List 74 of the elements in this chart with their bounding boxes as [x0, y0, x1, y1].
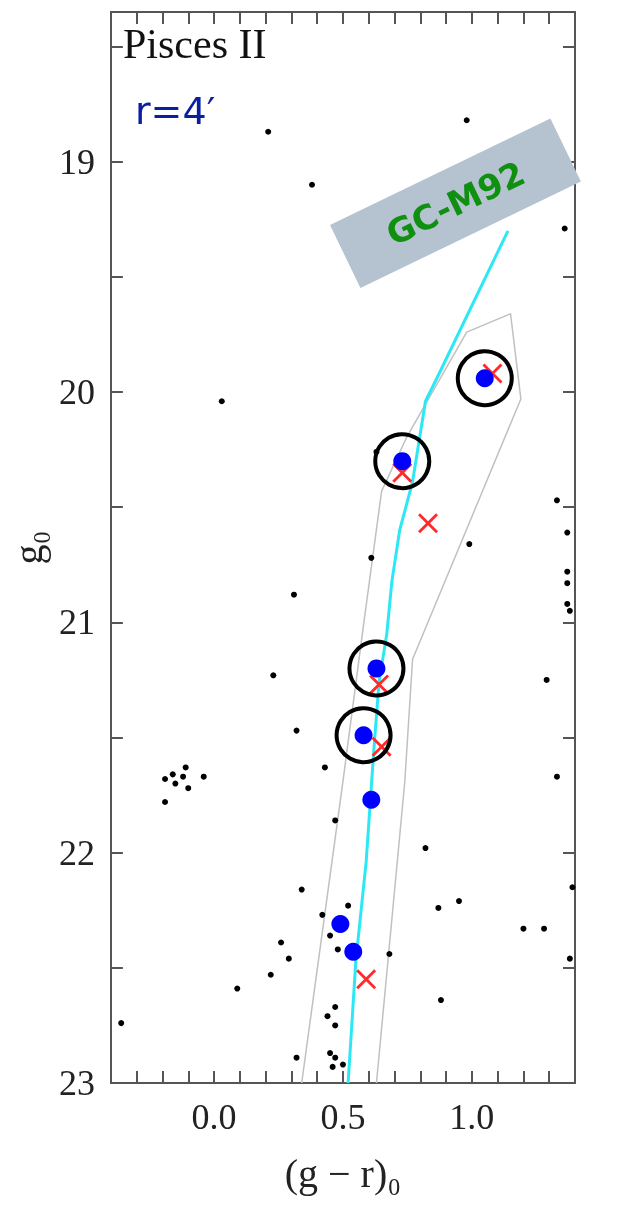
point [169, 771, 176, 778]
line-series [300, 312, 522, 1084]
point [466, 541, 473, 548]
point [332, 817, 339, 824]
point [520, 925, 527, 932]
point [332, 1054, 339, 1061]
point [182, 764, 189, 771]
y-tick-label: 19 [58, 141, 95, 182]
x-tick-label: 0.0 [191, 1097, 237, 1137]
y-tick-label: 20 [58, 372, 95, 413]
point [344, 942, 363, 961]
chart-title: Pisces II [123, 21, 267, 67]
y-axis-title: g₀ [5, 530, 51, 565]
point [327, 932, 334, 939]
y-tick-label: 23 [58, 1063, 95, 1103]
point [218, 398, 225, 405]
point [285, 955, 292, 962]
point [265, 128, 272, 135]
point [278, 939, 285, 946]
point [566, 955, 573, 962]
x-tick-label: 0.5 [320, 1097, 366, 1137]
point [543, 676, 550, 683]
point [200, 773, 207, 780]
point [368, 554, 375, 561]
y-tick-label: 22 [58, 832, 95, 873]
y-tick-label: 21 [58, 602, 95, 643]
point [553, 497, 560, 504]
point [319, 911, 326, 918]
point [455, 349, 514, 408]
point [373, 432, 432, 491]
point [172, 780, 179, 787]
point [418, 513, 439, 534]
point [334, 706, 393, 765]
point [561, 225, 568, 232]
point [435, 904, 442, 911]
point [234, 985, 241, 992]
point [422, 845, 429, 852]
point [362, 790, 381, 809]
point [564, 600, 571, 607]
point [309, 181, 316, 188]
point [569, 884, 576, 891]
point [329, 1063, 336, 1070]
point [162, 799, 169, 805]
point [334, 946, 341, 953]
point [290, 591, 297, 598]
point [541, 925, 548, 932]
x-axis-title: (g − r)₀ [284, 1150, 402, 1196]
point [327, 1050, 334, 1057]
point [564, 580, 571, 587]
point [347, 639, 406, 698]
point [332, 1022, 339, 1029]
point [356, 969, 377, 990]
point [332, 1003, 339, 1010]
point [185, 785, 192, 792]
point [564, 568, 571, 575]
point [437, 997, 444, 1004]
point [386, 951, 393, 958]
point [455, 898, 462, 905]
point [331, 915, 350, 934]
point [339, 1061, 346, 1068]
point [345, 902, 352, 909]
point [564, 529, 571, 536]
point [118, 1020, 125, 1027]
point [321, 764, 328, 771]
point [324, 1013, 331, 1020]
point [463, 117, 470, 124]
point [162, 775, 169, 782]
x-tick-label: 1.0 [449, 1097, 495, 1137]
point [270, 672, 277, 679]
point [267, 971, 274, 978]
point [566, 607, 573, 614]
point [553, 773, 560, 780]
point [180, 773, 187, 780]
annotation: r=4′ [135, 89, 216, 133]
